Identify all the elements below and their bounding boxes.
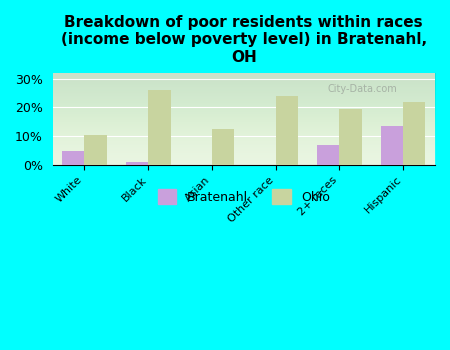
Title: Breakdown of poor residents within races
(income below poverty level) in Bratena: Breakdown of poor residents within races… xyxy=(61,15,427,65)
Bar xyxy=(62,150,85,165)
Bar xyxy=(276,96,298,165)
Bar xyxy=(381,126,403,165)
Bar xyxy=(317,145,339,165)
Bar xyxy=(85,135,107,165)
Bar xyxy=(148,90,171,165)
Bar xyxy=(339,109,362,165)
Bar xyxy=(403,102,425,165)
Legend: Bratenahl, Ohio: Bratenahl, Ohio xyxy=(153,184,335,209)
Bar xyxy=(126,162,148,165)
Bar xyxy=(212,129,234,165)
Text: City-Data.com: City-Data.com xyxy=(328,84,398,94)
